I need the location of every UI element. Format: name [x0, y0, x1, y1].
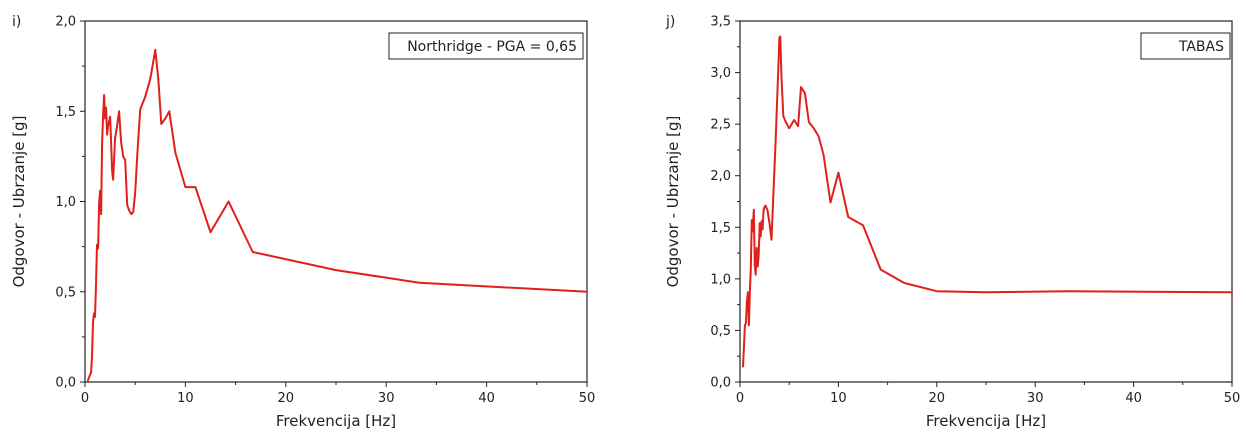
- chart1-x-tick-label: 40: [478, 391, 495, 406]
- chart2-y-tick-label: 0,0: [710, 376, 731, 391]
- chart2-x-axis-label: Frekvencija [Hz]: [926, 412, 1046, 430]
- chart2-legend-text: TABAS: [1178, 39, 1224, 55]
- chart1-x-axis-label: Frekvencija [Hz]: [276, 412, 396, 430]
- chart2-panel-label: j): [665, 14, 675, 30]
- chart2-series-line: [742, 35, 1233, 368]
- chart2-y-tick-label: 2,0: [710, 169, 731, 184]
- chart2-x-tick-label: 10: [830, 391, 847, 406]
- chart2-x-tick-label: 20: [929, 391, 946, 406]
- chart2-y-axis-label: Odgovor - Ubrzanje [g]: [664, 116, 682, 288]
- chart2-y-tick-label: 0,5: [710, 324, 731, 339]
- chart1-x-tick-label: 0: [81, 391, 89, 406]
- chart1-y-tick-label: 1,0: [55, 195, 76, 210]
- chart2-x-tick-label: 30: [1027, 391, 1044, 406]
- chart1-legend-text: Northridge - PGA = 0,65: [407, 39, 577, 55]
- chart1-x-tick-label: 30: [378, 391, 395, 406]
- chart1-series-line: [87, 48, 588, 382]
- chart1-plot-frame: [84, 20, 588, 383]
- chart2-x-tick-label: 40: [1125, 391, 1142, 406]
- chart2-legend-box: [1140, 32, 1231, 60]
- chart1-panel-label: i): [12, 14, 21, 30]
- chart1-y-tick-label: 1,5: [55, 105, 76, 120]
- chart1-legend-box: [388, 32, 584, 60]
- chart2-y-tick-label: 2,5: [710, 118, 731, 133]
- chart1-y-axis-label: Odgovor - Ubrzanje [g]: [10, 116, 28, 288]
- chart1-y-tick-label: 0,5: [55, 285, 76, 300]
- chart2-x-tick-label: 0: [736, 391, 744, 406]
- chart2-y-tick-label: 1,0: [710, 272, 731, 287]
- chart2-y-tick-label: 1,5: [710, 221, 731, 236]
- chart1-x-tick-label: 20: [278, 391, 295, 406]
- chart2-y-tick-label: 3,5: [710, 15, 731, 30]
- chart1-y-tick-label: 2,0: [55, 15, 76, 30]
- chart1-x-tick-label: 50: [579, 391, 596, 406]
- chart2-x-tick-label: 50: [1224, 391, 1241, 406]
- chart2-y-tick-label: 3,0: [710, 66, 731, 81]
- chart2-plot-frame: [739, 20, 1233, 383]
- chart1-x-tick-label: 10: [177, 391, 194, 406]
- chart1-y-tick-label: 0,0: [55, 376, 76, 391]
